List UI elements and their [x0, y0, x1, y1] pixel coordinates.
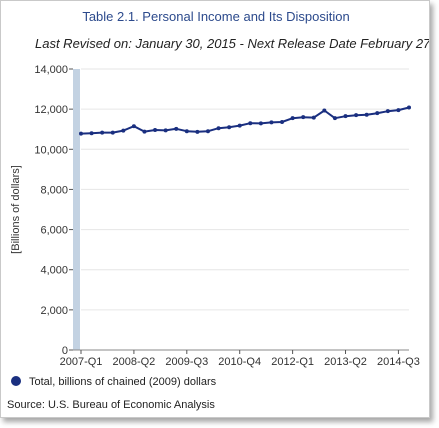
data-point — [195, 129, 200, 134]
y-tick-label: 2,000 — [40, 305, 68, 317]
y-axis-label: [Billions of dollars] — [10, 165, 22, 254]
data-point — [89, 131, 94, 136]
data-point — [131, 124, 136, 129]
data-point — [100, 130, 105, 135]
data-point — [280, 119, 285, 124]
legend[interactable]: Total, billions of chained (2009) dollar… — [11, 376, 216, 388]
legend-label: Total, billions of chained (2009) dollar… — [29, 376, 217, 388]
y-tick-label: 6,000 — [40, 225, 68, 237]
data-point — [205, 129, 210, 134]
data-point — [269, 120, 274, 125]
data-point — [290, 116, 295, 121]
y-tick-label: 8,000 — [40, 184, 68, 196]
line-chart: 0 2,000 4,000 6,000 8,000 10,000 12,000 14,000 2… — [10, 64, 420, 368]
data-point — [121, 128, 126, 133]
data-point — [311, 115, 316, 120]
chart-subtitle: Last Revised on: January 30, 2015 - Next… — [35, 36, 430, 51]
chart-title: Table 2.1. Personal Income and Its Dispo… — [82, 9, 350, 24]
data-point — [258, 121, 263, 126]
series-line — [80, 106, 410, 135]
x-tick-label: 2012-Q1 — [271, 356, 314, 368]
data-point — [364, 112, 369, 117]
data-point — [385, 109, 390, 114]
data-point — [301, 115, 306, 120]
data-point — [174, 126, 179, 131]
data-point — [153, 128, 158, 133]
chart-panel: Table 2.1. Personal Income and Its Dispo… — [0, 0, 430, 418]
data-point — [343, 114, 348, 119]
x-tick-label: 2010-Q4 — [218, 356, 261, 368]
y-tick-label: 4,000 — [40, 265, 68, 277]
x-tick-label: 2008-Q2 — [112, 356, 155, 368]
data-point — [237, 123, 242, 128]
data-point — [375, 111, 380, 116]
legend-marker — [11, 376, 21, 386]
data-point — [163, 128, 168, 133]
y-tick-label: 10,000 — [34, 144, 68, 156]
data-point — [396, 108, 401, 113]
data-point — [227, 125, 232, 130]
data-point — [79, 131, 83, 136]
data-point — [354, 113, 359, 118]
data-point — [184, 129, 189, 134]
data-point — [142, 129, 147, 134]
data-point — [110, 130, 115, 135]
x-tick-label: 2007-Q1 — [60, 356, 103, 368]
x-tick-label: 2009-Q3 — [165, 356, 208, 368]
source-note: Source: U.S. Bureau of Economic Analysis — [7, 399, 215, 411]
y-tick-label: 12,000 — [34, 104, 68, 116]
data-point — [216, 126, 221, 131]
x-tick-label: 2013-Q2 — [324, 356, 367, 368]
data-point — [332, 116, 337, 121]
y-tick-label: 0 — [62, 345, 68, 357]
data-point — [407, 105, 411, 110]
data-point — [248, 121, 253, 126]
x-tick-label: 2014-Q3 — [377, 356, 420, 368]
y-tick-label: 14,000 — [34, 64, 68, 76]
y-axis-bar — [73, 69, 80, 350]
data-point — [322, 108, 327, 113]
